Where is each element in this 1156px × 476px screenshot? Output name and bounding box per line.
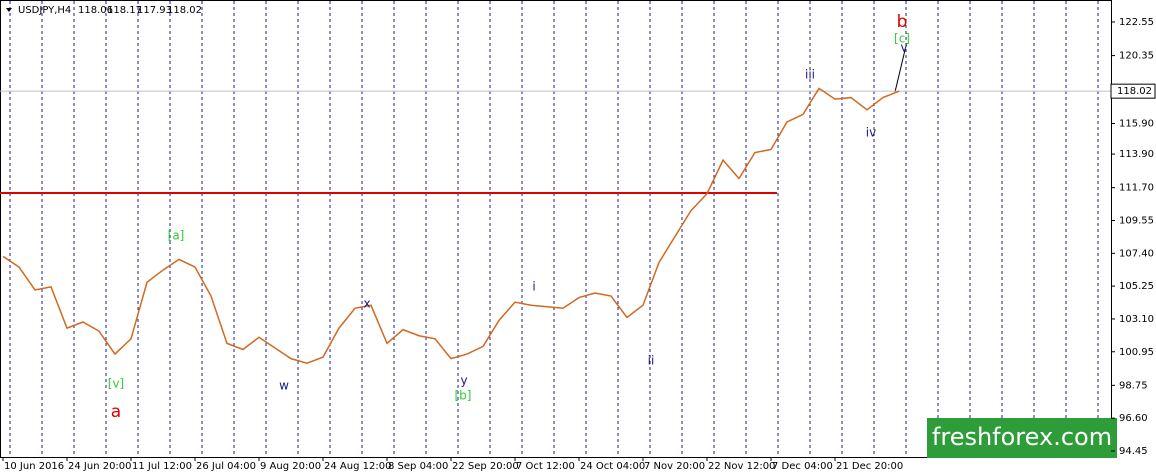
wave-label: iv xyxy=(866,126,876,140)
x-tick-label: 7 Nov 20:00 xyxy=(644,461,705,472)
symbol-arrow xyxy=(6,8,12,12)
wave-label: b xyxy=(897,12,908,32)
x-tick-label: 9 Aug 20:00 xyxy=(260,461,321,472)
wave-label: [c] xyxy=(894,32,910,46)
x-tick-label: 24 Aug 12:00 xyxy=(324,461,391,472)
y-tick-label: 100.95 xyxy=(1119,347,1154,358)
x-tick-label: 24 Jun 20:00 xyxy=(68,461,132,472)
wave-label: ii xyxy=(648,354,655,368)
y-tick-label: 98.75 xyxy=(1119,380,1148,391)
x-tick-label: 22 Nov 12:00 xyxy=(708,461,775,472)
y-tick-label: 109.55 xyxy=(1119,215,1154,226)
watermark-box xyxy=(927,418,1117,458)
y-tick-label: 122.55 xyxy=(1119,17,1154,28)
wave-label: [a] xyxy=(168,229,185,243)
x-tick-label: 7 Dec 04:00 xyxy=(772,461,833,472)
wave-label: [b] xyxy=(455,389,472,403)
ohlc-low: 117.93 xyxy=(137,5,172,16)
y-tick-label: 103.10 xyxy=(1119,314,1154,325)
wave-label: x xyxy=(363,297,370,311)
last-price-box xyxy=(1110,83,1156,99)
x-tick-label: 24 Oct 04:00 xyxy=(580,461,645,472)
y-tick-label: 94.45 xyxy=(1119,446,1148,457)
y-tick-label: 105.25 xyxy=(1119,281,1154,292)
wave-label: w xyxy=(279,379,289,393)
ohlc-high: 118.17 xyxy=(107,5,142,16)
wave-label: [v] xyxy=(108,377,124,391)
price-line xyxy=(2,87,900,365)
symbol: USDJPY,H4 xyxy=(18,5,71,16)
projection xyxy=(894,49,906,93)
x-tick-label: 10 Jun 2016 xyxy=(4,461,64,472)
last-price-label: 118.02 xyxy=(1117,86,1152,97)
y-tick-label: 113.90 xyxy=(1119,149,1154,160)
x-tick-label: 11 Jul 12:00 xyxy=(132,461,192,472)
wave-label: a xyxy=(111,402,121,422)
y-tick-label: 120.35 xyxy=(1119,51,1154,62)
wave-label: y xyxy=(460,374,467,388)
y-tick-label: 115.90 xyxy=(1119,119,1154,130)
y-tick-label: 107.40 xyxy=(1119,248,1154,259)
ohlc-close: 118.02 xyxy=(167,5,202,16)
wave-label: v xyxy=(900,41,907,55)
wave-label: i xyxy=(532,280,535,294)
x-tick-label: 8 Sep 04:00 xyxy=(388,461,448,472)
y-tick-label: 111.70 xyxy=(1119,183,1154,194)
x-tick-label: 26 Jul 04:00 xyxy=(196,461,256,472)
wave-label: iii xyxy=(805,68,815,82)
x-tick-label: 7 Oct 12:00 xyxy=(516,461,575,472)
x-tick-label: 22 Sep 20:00 xyxy=(452,461,519,472)
x-tick-label: 21 Dec 20:00 xyxy=(836,461,903,472)
ohlc-open: 118.06 xyxy=(78,5,113,16)
watermark: freshforex.com xyxy=(932,423,1112,451)
y-tick-label: 96.60 xyxy=(1119,413,1148,424)
plot-frame xyxy=(0,0,1112,458)
